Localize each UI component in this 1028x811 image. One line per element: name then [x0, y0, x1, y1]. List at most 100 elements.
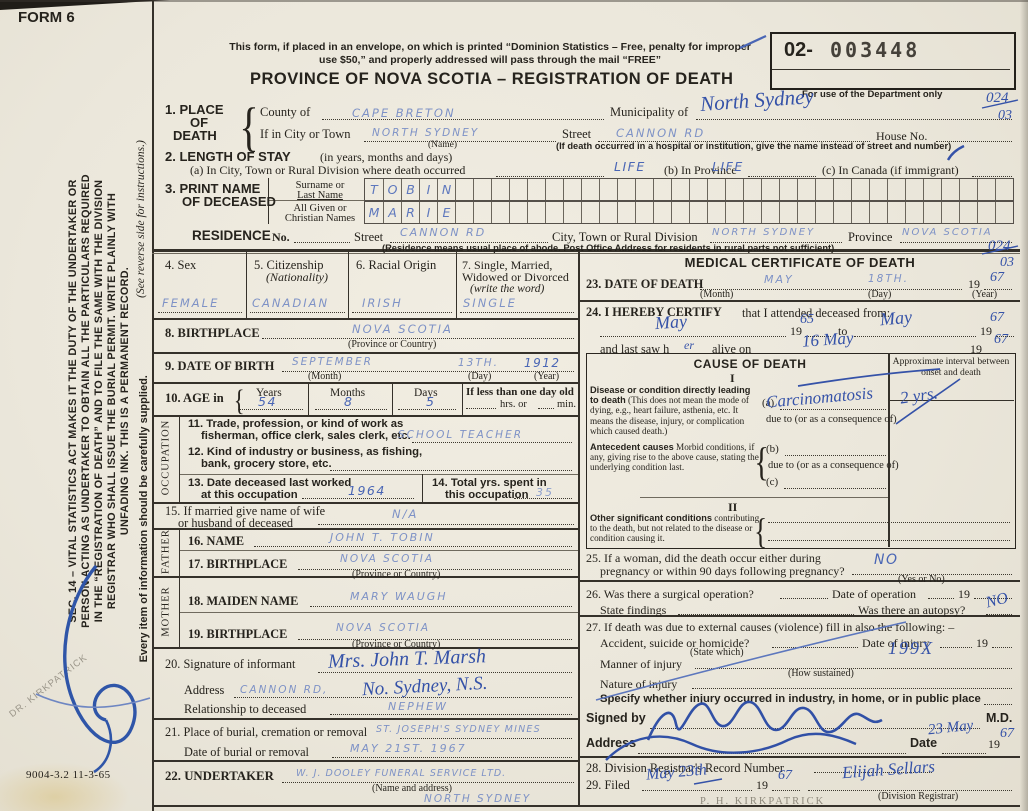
age-divider-1: [308, 382, 310, 415]
lastsaw-label-2: alive on: [712, 342, 752, 356]
md-date-dots: [942, 753, 986, 754]
hospital-note: (If death occurred in a hospital or inst…: [556, 141, 952, 151]
parents-cell-line: [179, 528, 181, 647]
certify-to-dots: [854, 336, 976, 337]
name-grid-cell: [851, 202, 869, 223]
name-grid-cell: [869, 179, 887, 200]
occupation-cell-line: [179, 415, 181, 502]
cause-b-label: (b): [766, 443, 779, 455]
name-grid-cell: A: [383, 202, 401, 223]
age-min-label: min.: [557, 399, 576, 410]
name-grid-cell: [563, 179, 581, 200]
serial-prefix: 02-: [784, 39, 813, 61]
given-label-1: All Given or: [293, 203, 347, 214]
cause-para-3: Other significant conditions contributin…: [590, 513, 760, 544]
name-grid-cell: [941, 202, 959, 223]
operation-date-label: Date of operation: [832, 587, 916, 601]
name-grid-cell: [491, 179, 509, 200]
age-months-dots: [315, 409, 387, 410]
burial-date-label: Date of burial or removal: [184, 745, 309, 759]
racial-origin-label: 6. Racial Origin: [356, 258, 437, 272]
manner-label: Manner of injury: [600, 657, 682, 671]
dept-code-top2: 03: [998, 108, 1012, 123]
injury-date-dots: [940, 647, 972, 648]
name-grid-cell: [761, 179, 779, 200]
name-grid-cell: [905, 179, 923, 200]
racial-value: IRISH: [362, 296, 403, 310]
spouse-label-2: or husband of deceased: [178, 516, 294, 530]
certify-from-value: May: [654, 310, 688, 334]
surname-label-2: Last Name: [297, 190, 343, 201]
rule-under-row19: [152, 647, 578, 649]
cause-para-1-bold: Disease or condition directly leading to…: [590, 385, 751, 406]
cause-interval-divider: [888, 353, 890, 547]
autopsy-label: Was there an autopsy?: [858, 603, 966, 617]
section-divider-line: [152, 249, 1020, 252]
certify-y2-value: 67: [990, 310, 1004, 325]
cell-divider-4-5: [246, 252, 248, 318]
operation-date-dots: [928, 598, 954, 599]
spouse-label-1: 15. If married give name of wife: [165, 504, 326, 518]
name-grid-cell: [599, 179, 617, 200]
burial-date-value: MAY 21ST. 1967: [350, 742, 467, 755]
rule-under-row17: [152, 576, 578, 578]
age-hrs-label: hrs. or: [500, 399, 527, 410]
md-date-value: 23 May: [927, 717, 975, 739]
name-grid-cell: [833, 179, 851, 200]
undertaker-dots: [282, 782, 574, 783]
age-days-label: Days: [414, 387, 438, 399]
county-dots: [322, 119, 604, 120]
city-name-note: (Name): [428, 140, 458, 150]
pregnancy-value: NO: [874, 552, 899, 568]
section-divider-line2: [152, 253, 1020, 254]
pregnancy-label-1: 25. If a woman, did the death occur eith…: [586, 551, 821, 565]
lastworked-label-1: 13. Date deceased last worked: [188, 477, 352, 489]
occupation-vertical-label: OCCUPATION: [160, 419, 172, 496]
age-days-value: 5: [426, 394, 436, 409]
age-min-dots: [538, 408, 554, 409]
scan-top-edge: [0, 0, 1028, 2]
municipality-label: Municipality of: [610, 105, 689, 119]
name-grid-cell: [473, 179, 491, 200]
certify-19a-dots: [805, 336, 831, 337]
county-label: County of: [260, 105, 311, 119]
citizenship-dots: [250, 312, 345, 313]
operation-19: 19: [958, 587, 970, 601]
father-name-value: JOHN T. TOBIN: [330, 531, 435, 544]
name-grid-cell: [563, 202, 581, 223]
serial-box-inner-line: [772, 69, 1010, 71]
rule-under-row10: [152, 415, 578, 417]
specify-dots: [984, 704, 1012, 705]
residence-street-value: CANNON RD: [400, 226, 487, 239]
name-grid-cell: [545, 202, 563, 223]
name-grid-cell: [815, 202, 833, 223]
marital-label-2: Widowed or Divorced: [462, 270, 569, 284]
age-years-value: 54: [258, 394, 277, 409]
margin-pen-tail: [35, 693, 151, 709]
trade-label-2: fisherman, office clerk, sales clerk, et…: [201, 430, 411, 442]
mother-birthplace-note: (Province or Country): [352, 639, 441, 650]
death-19: 19: [968, 277, 980, 291]
burial-place-dots: [400, 738, 572, 739]
industry-dots: [330, 470, 572, 471]
cause-roman-2: II: [728, 500, 738, 514]
margin-divider-line: [152, 0, 154, 811]
md-date-year-value: 67: [1000, 726, 1014, 741]
dob-year-note: (Year): [534, 371, 560, 382]
nature-dots: [692, 688, 1012, 689]
death-year-value: 67: [990, 270, 1004, 285]
residence-street-label: Street: [354, 230, 384, 244]
cause-c-dots: [784, 488, 886, 489]
birthplace-label: 8. BIRTHPLACE: [165, 326, 260, 340]
autopsy-value: NO: [984, 589, 1010, 612]
name-grid-cell: [617, 202, 635, 223]
sex-value: FEMALE: [162, 296, 220, 310]
industry-label-1: 12. Kind of industry or business, as fis…: [188, 446, 423, 458]
name-grid-cell: [581, 179, 599, 200]
stay-province-dots: [748, 176, 816, 177]
city-town-value: NORTH SYDNEY: [372, 127, 480, 139]
mail-notice-line2: use $50,” and properly addressed will pa…: [319, 54, 661, 66]
name-grid-cell: I: [419, 202, 437, 223]
margin-pencil-doctor-note: DR. KIRKPATRICK: [7, 652, 90, 720]
mother-birthplace-label: 19. BIRTHPLACE: [188, 627, 288, 641]
